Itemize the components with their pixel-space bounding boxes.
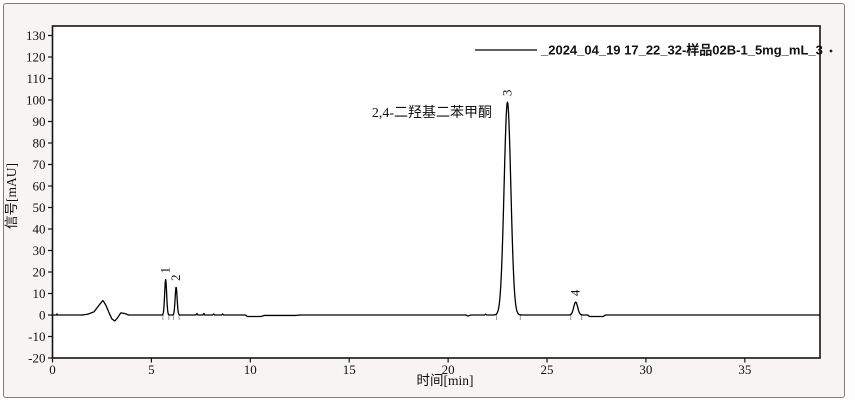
y-tick-label: 90	[33, 114, 46, 129]
y-tick-label: 110	[26, 71, 45, 86]
plot-area	[51, 25, 821, 359]
y-tick-label: 50	[33, 200, 46, 215]
peak-annotation: 2,4-二羟基二苯甲酮	[372, 104, 492, 121]
chromatogram-trace	[52, 101, 821, 322]
stray-dot	[829, 49, 833, 53]
y-tick-label: -10	[28, 329, 45, 344]
x-tick-label: 0	[49, 362, 56, 377]
x-tick-label: 20	[442, 362, 455, 377]
peak-label-2: 2	[168, 275, 183, 282]
peak-label-3: 3	[499, 90, 514, 96]
y-tick-label: 100	[26, 93, 46, 108]
y-tick-label: 60	[33, 179, 46, 194]
y-tick-label: 70	[33, 157, 46, 172]
y-tick-label: 10	[33, 286, 46, 301]
y-tick-label: 80	[33, 136, 46, 151]
y-tick-label: 0	[39, 308, 46, 323]
peak-label-1: 1	[158, 267, 173, 274]
y-tick-label: -20	[28, 351, 45, 366]
y-tick-label: 30	[33, 243, 46, 258]
y-tick-label: 120	[26, 50, 46, 65]
x-tick-label: 35	[738, 362, 751, 377]
y-axis-title: 信号[mAU]	[4, 163, 19, 229]
x-axis-title: 时间[min]	[417, 373, 474, 388]
x-tick-label: 15	[343, 362, 356, 377]
legend-label: _2024_04_19 17_22_32-样品02B-1_5mg_mL_3	[540, 43, 823, 58]
x-tick-label: 5	[148, 362, 155, 377]
y-tick-label: 20	[33, 265, 46, 280]
x-tick-label: 10	[244, 362, 257, 377]
peak-label-4: 4	[568, 289, 583, 296]
y-tick-label: 130	[26, 28, 46, 43]
y-tick-label: 40	[33, 222, 46, 237]
x-tick-label: 30	[639, 362, 652, 377]
x-tick-label: 25	[541, 362, 554, 377]
